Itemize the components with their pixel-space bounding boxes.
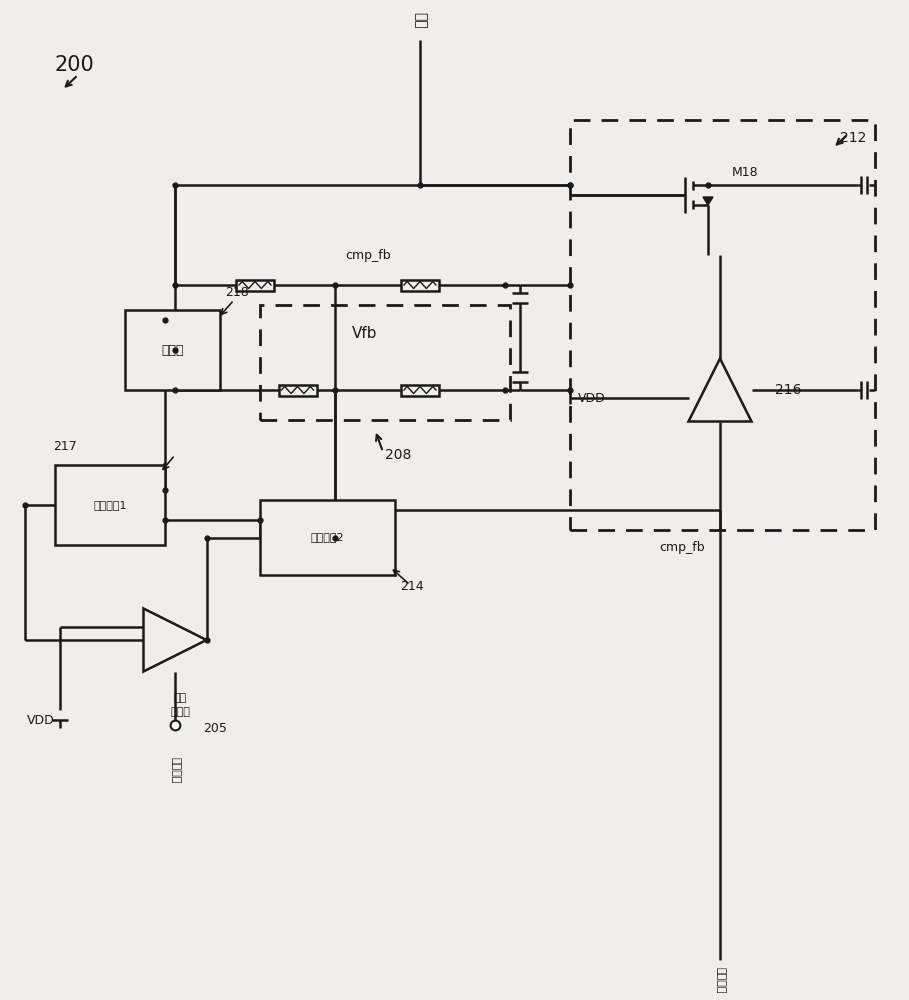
- Text: 217: 217: [53, 440, 76, 454]
- Bar: [260, 500, 395, 575]
- Text: 传送元件1: 传送元件1: [94, 500, 126, 510]
- Polygon shape: [144, 608, 206, 672]
- Text: cmp_fb: cmp_fb: [659, 542, 704, 554]
- Polygon shape: [688, 359, 752, 422]
- Text: M18: M18: [732, 166, 759, 180]
- Text: 误差: 误差: [174, 693, 186, 703]
- Bar: [236, 279, 274, 290]
- Text: VDD: VDD: [27, 714, 55, 726]
- Text: 205: 205: [203, 722, 227, 734]
- Bar: [570, 120, 875, 530]
- Text: 传送元件2: 传送元件2: [311, 532, 345, 542]
- Bar: [55, 465, 165, 545]
- Text: VDD: VDD: [578, 391, 606, 404]
- Text: 输出: 输出: [413, 12, 427, 28]
- Text: 带限参考: 带限参考: [170, 757, 180, 783]
- Text: 200: 200: [55, 55, 95, 75]
- Bar: [401, 279, 439, 290]
- Text: 放大器: 放大器: [170, 707, 190, 717]
- Text: 带限参考: 带限参考: [715, 967, 725, 993]
- Text: cmp_fb: cmp_fb: [345, 248, 391, 261]
- Text: Vfb: Vfb: [353, 326, 378, 340]
- Text: 214: 214: [400, 580, 424, 593]
- Text: 驱动器: 驱动器: [161, 344, 184, 357]
- Bar: [278, 384, 316, 395]
- Bar: [260, 305, 510, 420]
- Text: 212: 212: [840, 131, 866, 145]
- Bar: [125, 310, 220, 390]
- Text: 208: 208: [385, 448, 412, 462]
- Text: 218: 218: [225, 286, 249, 298]
- Polygon shape: [703, 197, 713, 205]
- Text: 216: 216: [775, 383, 802, 397]
- Bar: [401, 384, 439, 395]
